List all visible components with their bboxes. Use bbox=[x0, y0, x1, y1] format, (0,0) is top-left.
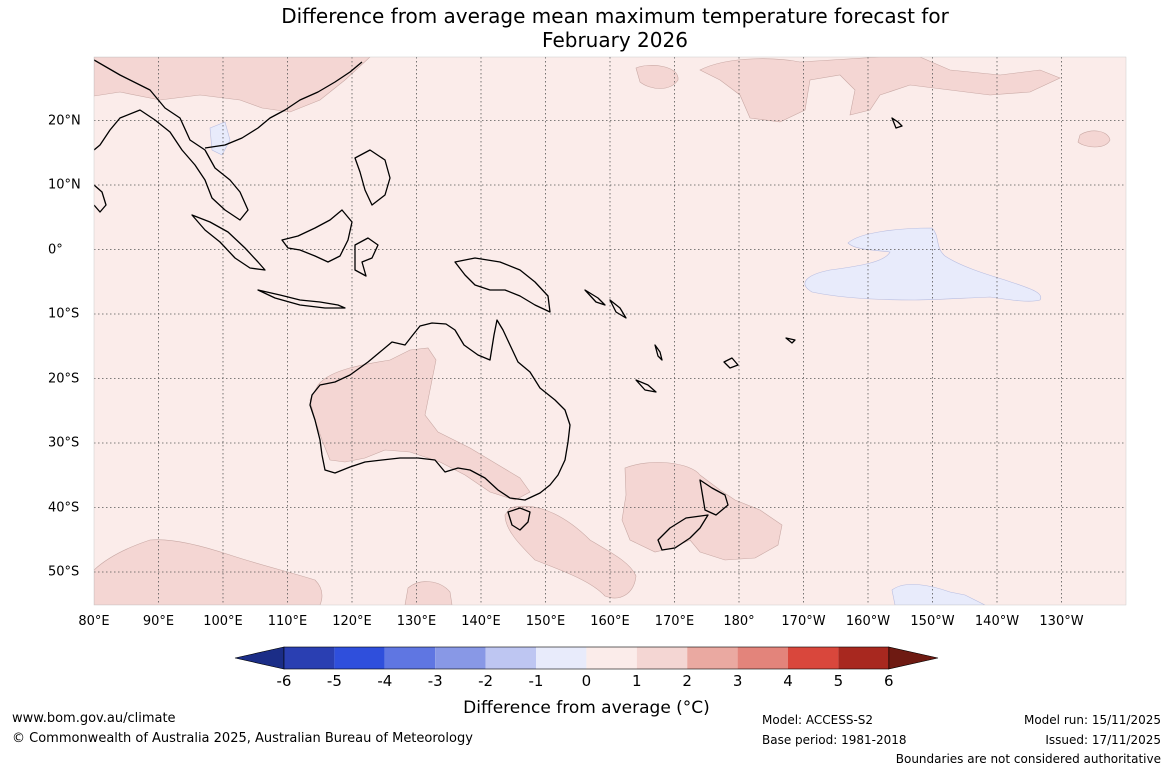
anomaly-minus-1-to-0-regions bbox=[209, 121, 1042, 605]
colorbar-bin bbox=[435, 647, 486, 669]
coastline-new-caledonia-vanuatu bbox=[635, 344, 663, 393]
coastline-java bbox=[257, 289, 346, 309]
colorbar-tick-label: 6 bbox=[884, 672, 894, 690]
colorbar-bin bbox=[485, 647, 536, 669]
colorbar-tick-label: -1 bbox=[528, 672, 544, 690]
longitude-label: 130°E bbox=[396, 614, 437, 629]
colorbar-tick-label: -5 bbox=[326, 672, 342, 690]
website-link[interactable]: www.bom.gov.au/climate bbox=[12, 711, 176, 726]
latitude-label: 20°S bbox=[48, 371, 80, 386]
coastline-pacific-islands bbox=[723, 117, 903, 369]
coastline-india-tip bbox=[94, 184, 107, 213]
anomaly-patch-south-pacific bbox=[891, 584, 986, 605]
anomaly-patch-australia bbox=[309, 347, 531, 501]
colorbar-bin bbox=[737, 647, 788, 669]
colorbar-tick-label: 4 bbox=[783, 672, 793, 690]
longitude-label: 140°W bbox=[974, 614, 1020, 629]
longitude-label: 160°E bbox=[590, 614, 630, 629]
colorbar-bin bbox=[536, 647, 587, 669]
colorbar-tick-label: -6 bbox=[276, 672, 292, 690]
colorbar-tick-label: -4 bbox=[377, 672, 393, 690]
graticule bbox=[94, 57, 1126, 605]
longitude-label: 170°W bbox=[781, 614, 826, 629]
coastline-borneo bbox=[281, 209, 353, 263]
coastline-mainland-asia bbox=[94, 59, 249, 221]
colorbar-tick-label: 0 bbox=[581, 672, 592, 690]
model-run-date: Model run: 15/11/2025 bbox=[1023, 713, 1161, 727]
base-period: Base period: 1981-2018 bbox=[762, 733, 907, 747]
latitude-label: 40°S bbox=[48, 500, 80, 515]
longitude-label: 160°W bbox=[845, 614, 891, 629]
coastline-philippines bbox=[354, 149, 391, 206]
boundaries-disclaimer: Boundaries are not considered authoritat… bbox=[895, 752, 1161, 766]
coastline-tasmania bbox=[507, 507, 531, 531]
anomaly-patch-asia bbox=[94, 57, 371, 113]
colorbar bbox=[234, 646, 939, 670]
colorbar-bin bbox=[687, 647, 738, 669]
colorbar-extend-low bbox=[234, 646, 285, 670]
colorbar-bin bbox=[384, 647, 436, 669]
latitude-label: 0° bbox=[48, 242, 63, 257]
longitude-label: 170°E bbox=[654, 614, 695, 629]
model-name: Model: ACCESS-S2 bbox=[762, 713, 874, 727]
colorbar-tick-label: -3 bbox=[427, 672, 443, 690]
anomaly-patch-north-pacific-1 bbox=[635, 65, 679, 89]
longitude-label: 140°E bbox=[461, 614, 501, 629]
latitude-label: 10°N bbox=[48, 177, 81, 193]
anomaly-patch-north-pacific-2 bbox=[699, 57, 1061, 123]
colorbar-tick-label: 2 bbox=[682, 672, 692, 690]
colorbar-bin bbox=[838, 647, 889, 669]
longitude-label: 150°W bbox=[910, 614, 955, 629]
longitude-label: 100°E bbox=[203, 614, 243, 629]
coastline-sumatra bbox=[191, 214, 266, 271]
colorbar-bin bbox=[636, 647, 688, 669]
colorbar-extend-high bbox=[888, 646, 939, 670]
colorbar-bin bbox=[334, 647, 385, 669]
coastline-new-guinea bbox=[454, 257, 551, 313]
map-title: Difference from average mean maximum tem… bbox=[0, 4, 1173, 52]
latitude-label: 20°N bbox=[48, 113, 81, 128]
longitude-label: 130°W bbox=[1039, 614, 1084, 629]
colorbar-frame bbox=[283, 646, 890, 670]
map-area bbox=[94, 57, 1126, 605]
colorbar-title: Difference from average (°C) bbox=[463, 698, 710, 718]
anomaly-patch-southern-ocean-2 bbox=[404, 581, 453, 605]
colorbar-tick-label: 1 bbox=[632, 672, 642, 690]
anomaly-patch-southern-ocean bbox=[94, 539, 323, 605]
issued-date: Issued: 17/11/2025 bbox=[1045, 733, 1161, 747]
colorbar-bin bbox=[586, 647, 637, 669]
longitude-label: 110°E bbox=[267, 614, 308, 629]
title-line-1: Difference from average mean maximum tem… bbox=[281, 4, 949, 28]
anomaly-patch-central-pacific bbox=[804, 227, 1042, 302]
title-line-2: February 2026 bbox=[542, 28, 688, 52]
coastlines bbox=[94, 59, 903, 551]
longitude-label: 180° bbox=[723, 614, 755, 629]
longitude-label: 90°E bbox=[142, 614, 175, 629]
longitude-label: 80°E bbox=[78, 614, 110, 629]
copyright-text: © Commonwealth of Australia 2025, Austra… bbox=[12, 731, 473, 746]
colorbar-bin bbox=[284, 647, 335, 669]
colorbar-tick-label: 3 bbox=[732, 672, 743, 690]
colorbar-tick-label: 5 bbox=[833, 672, 844, 690]
colorbar-bin bbox=[788, 647, 839, 669]
coastline-sulawesi bbox=[354, 237, 379, 277]
colorbar-tick-label: -2 bbox=[478, 672, 494, 690]
latitude-label: 30°S bbox=[48, 435, 80, 451]
coastline-new-zealand bbox=[657, 479, 729, 551]
longitude-label: 120°E bbox=[332, 614, 372, 629]
map-background bbox=[94, 57, 1126, 605]
anomaly-patch-north-pacific-3 bbox=[1077, 130, 1111, 148]
coastline-solomon-islands bbox=[584, 289, 627, 319]
latitude-label: 10°S bbox=[48, 306, 80, 322]
map-frame bbox=[93, 56, 1127, 606]
coastline-australia bbox=[309, 319, 571, 501]
coastline-china-coast bbox=[204, 61, 363, 149]
anomaly-patch-tasman-west bbox=[504, 506, 637, 599]
longitude-label: 150°E bbox=[525, 614, 566, 629]
latitude-label: 50°S bbox=[48, 564, 80, 580]
